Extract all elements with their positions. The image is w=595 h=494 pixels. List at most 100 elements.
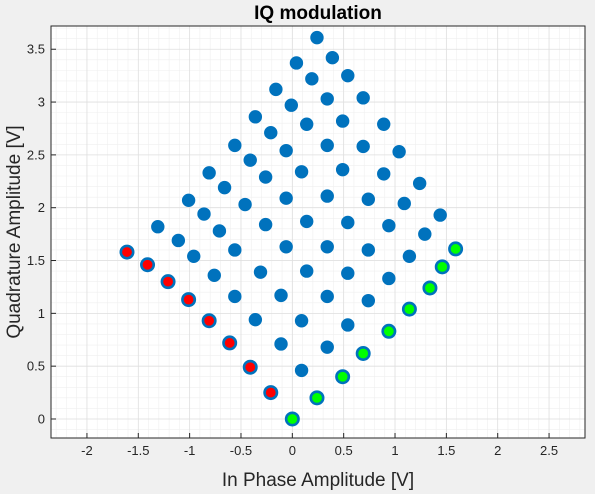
green-edge-point bbox=[449, 243, 461, 255]
red-edge-point bbox=[244, 361, 256, 373]
constellation-point bbox=[275, 289, 287, 301]
constellation-point bbox=[419, 228, 431, 240]
x-tick-label: 1.5 bbox=[437, 443, 455, 458]
constellation-point bbox=[321, 341, 333, 353]
constellation-point bbox=[311, 31, 323, 43]
red-edge-point bbox=[121, 246, 133, 258]
red-edge-point bbox=[162, 275, 174, 287]
red-edge-point bbox=[141, 259, 153, 271]
green-edge-point bbox=[403, 303, 415, 315]
plot-area bbox=[51, 26, 585, 438]
green-edge-point bbox=[424, 282, 436, 294]
constellation-point bbox=[301, 265, 313, 277]
constellation-point bbox=[357, 92, 369, 104]
constellation-point bbox=[321, 190, 333, 202]
constellation-point bbox=[342, 216, 354, 228]
constellation-point bbox=[280, 241, 292, 253]
constellation-point bbox=[229, 244, 241, 256]
x-tick-label: -1 bbox=[184, 443, 196, 458]
constellation-point bbox=[383, 272, 395, 284]
constellation-point bbox=[378, 118, 390, 130]
constellation-point bbox=[290, 57, 302, 69]
constellation-point bbox=[239, 198, 251, 210]
constellation-point bbox=[342, 267, 354, 279]
red-edge-point bbox=[203, 315, 215, 327]
red-edge-point bbox=[265, 386, 277, 398]
constellation-point bbox=[285, 99, 297, 111]
constellation-point bbox=[301, 215, 313, 227]
constellation-point bbox=[182, 194, 194, 206]
constellation-point bbox=[275, 338, 287, 350]
x-tick-label: 2 bbox=[494, 443, 501, 458]
green-edge-point bbox=[336, 371, 348, 383]
constellation-point bbox=[152, 221, 164, 233]
x-tick-label: 1 bbox=[391, 443, 398, 458]
constellation-point bbox=[326, 51, 338, 63]
constellation-point bbox=[198, 208, 210, 220]
constellation-point bbox=[342, 319, 354, 331]
constellation-point bbox=[362, 294, 374, 306]
constellation-point bbox=[280, 144, 292, 156]
constellation-point bbox=[321, 241, 333, 253]
constellation-point bbox=[336, 163, 348, 175]
constellation-point bbox=[336, 115, 348, 127]
constellation-point bbox=[413, 177, 425, 189]
constellation-point bbox=[259, 218, 271, 230]
y-tick-label: 1 bbox=[38, 306, 45, 321]
constellation-point bbox=[259, 171, 271, 183]
constellation-point bbox=[434, 209, 446, 221]
green-edge-point bbox=[436, 261, 448, 273]
y-tick-label: 2 bbox=[38, 200, 45, 215]
x-tick-label: -2 bbox=[81, 443, 93, 458]
constellation-point bbox=[301, 118, 313, 130]
constellation-point bbox=[254, 266, 266, 278]
constellation-point bbox=[321, 139, 333, 151]
constellation-point bbox=[295, 315, 307, 327]
constellation-point bbox=[172, 234, 184, 246]
red-edge-point bbox=[223, 337, 235, 349]
green-edge-point bbox=[286, 413, 298, 425]
constellation-point bbox=[295, 166, 307, 178]
x-tick-label: 0 bbox=[289, 443, 296, 458]
y-tick-label: 0 bbox=[38, 411, 45, 426]
constellation-point bbox=[249, 313, 261, 325]
constellation-point bbox=[218, 181, 230, 193]
constellation-point bbox=[249, 111, 261, 123]
x-tick-label: 0.5 bbox=[335, 443, 353, 458]
y-tick-label: 0.5 bbox=[27, 359, 45, 374]
constellation-point bbox=[383, 219, 395, 231]
y-tick-label: 1.5 bbox=[27, 253, 45, 268]
y-tick-label: 3.5 bbox=[27, 42, 45, 57]
x-tick-label: 2.5 bbox=[540, 443, 558, 458]
constellation-point bbox=[398, 197, 410, 209]
constellation-point bbox=[188, 250, 200, 262]
constellation-point bbox=[229, 290, 241, 302]
green-edge-point bbox=[357, 347, 369, 359]
x-tick-label: -1.5 bbox=[127, 443, 149, 458]
constellation-point bbox=[213, 225, 225, 237]
constellation-point bbox=[393, 146, 405, 158]
x-axis-label: In Phase Amplitude [V] bbox=[222, 470, 414, 491]
constellation-point bbox=[229, 139, 241, 151]
constellation-point bbox=[403, 250, 415, 262]
constellation-point bbox=[295, 364, 307, 376]
constellation-point bbox=[378, 168, 390, 180]
x-tick-label: -0.5 bbox=[230, 443, 252, 458]
constellation-point bbox=[362, 244, 374, 256]
chart-title: IQ modulation bbox=[254, 3, 382, 24]
constellation-point bbox=[280, 192, 292, 204]
constellation-point bbox=[244, 154, 256, 166]
constellation-point bbox=[362, 193, 374, 205]
y-axis-label: Quadrature Amplitude [V] bbox=[4, 125, 25, 338]
constellation-point bbox=[357, 140, 369, 152]
green-edge-point bbox=[311, 392, 323, 404]
constellation-point bbox=[321, 93, 333, 105]
y-tick-label: 2.5 bbox=[27, 147, 45, 162]
green-edge-point bbox=[383, 325, 395, 337]
constellation-point bbox=[208, 269, 220, 281]
constellation-point bbox=[270, 83, 282, 95]
constellation-point bbox=[321, 290, 333, 302]
constellation-point bbox=[306, 73, 318, 85]
constellation-point bbox=[342, 69, 354, 81]
